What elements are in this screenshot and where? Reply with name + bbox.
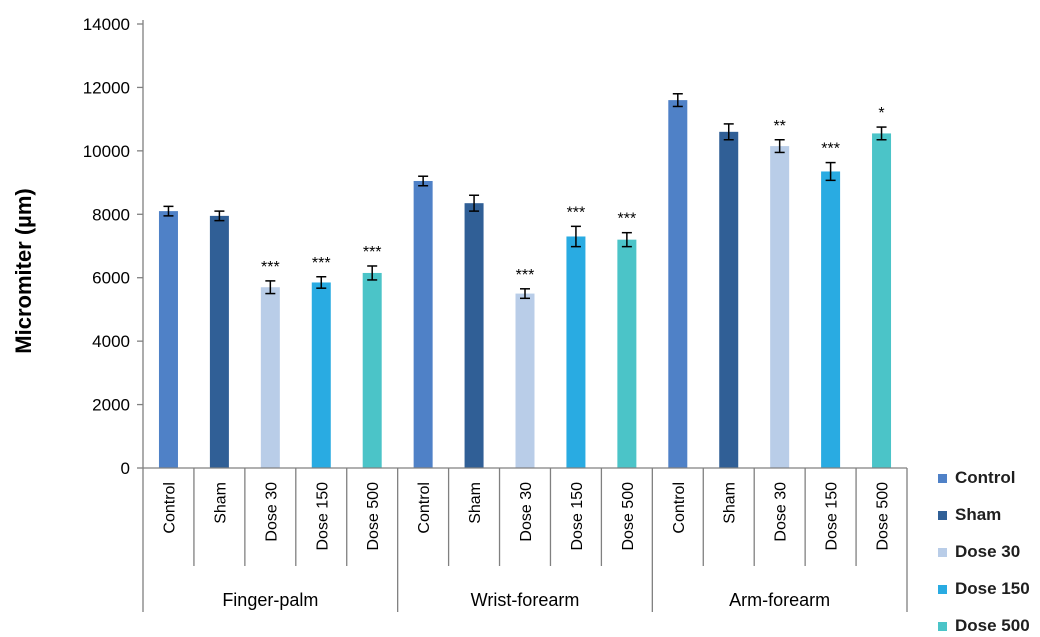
bar [158, 211, 178, 468]
legend-swatch [938, 622, 947, 631]
legend-label: Dose 30 [955, 542, 1020, 561]
legend-label: Dose 500 [955, 616, 1030, 632]
significance-label: *** [618, 211, 637, 228]
y-axis-title: Micromiter (µm) [11, 188, 36, 353]
x-category-label: Sham [722, 482, 739, 524]
x-category-label: Sham [212, 482, 229, 524]
bar [566, 236, 586, 468]
x-category-label: Dose 500 [620, 482, 637, 551]
significance-label: *** [312, 255, 331, 272]
legend-label: Sham [955, 505, 1001, 524]
x-category-label: Dose 150 [569, 482, 586, 551]
y-tick-label: 0 [121, 459, 130, 478]
legend-label: Dose 150 [955, 579, 1030, 598]
x-category-label: Dose 150 [824, 482, 841, 551]
bar [719, 131, 739, 469]
bar [260, 287, 280, 468]
bar [617, 239, 637, 468]
x-category-label: Control [161, 482, 178, 534]
x-category-label: Sham [467, 482, 484, 524]
y-tick-label: 4000 [92, 332, 130, 351]
bar [872, 133, 892, 468]
x-category-label: Dose 30 [773, 482, 790, 542]
legend-swatch [938, 511, 947, 520]
significance-label: ** [773, 118, 785, 135]
x-category-label: Dose 30 [518, 482, 535, 542]
significance-label: *** [567, 204, 586, 221]
x-category-label: Control [671, 482, 688, 534]
significance-label: * [878, 105, 884, 122]
bar [413, 180, 433, 468]
y-tick-label: 2000 [92, 396, 130, 415]
bar [362, 272, 382, 468]
y-tick-label: 10000 [83, 142, 130, 161]
x-group-label: Finger-palm [222, 590, 318, 610]
significance-label: *** [363, 244, 382, 261]
significance-label: *** [261, 259, 280, 276]
y-tick-label: 14000 [83, 15, 130, 34]
legend: Control Sham Dose 30 Dose 150 Dose 500 [938, 468, 1030, 635]
x-category-label: Dose 150 [314, 482, 331, 551]
bars: *** ************ ********* [158, 93, 892, 469]
bar [209, 215, 229, 468]
legend-swatch [938, 548, 947, 557]
bar [821, 171, 841, 468]
y-axis: 0 2000 4000 6000 8000 10000 12000 14000 [83, 15, 144, 478]
bar [515, 293, 535, 468]
x-category-label: Dose 500 [365, 482, 382, 551]
x-axis: Control Sham Dose 30 Dose 150 Dose 500 Contro… [142, 467, 908, 612]
y-tick-label: 8000 [92, 205, 130, 224]
legend-label: Control [955, 468, 1015, 487]
x-category-label: Control [416, 482, 433, 534]
x-category-label: Dose 30 [263, 482, 280, 542]
legend-swatch [938, 474, 947, 483]
bar [311, 282, 331, 468]
x-group-label: Wrist-forearm [471, 590, 580, 610]
y-tick-label: 6000 [92, 269, 130, 288]
significance-label: *** [821, 141, 840, 158]
x-group-label: Arm-forearm [729, 590, 830, 610]
significance-label: *** [516, 267, 535, 284]
legend-swatch [938, 585, 947, 594]
bar [668, 100, 688, 468]
bar [464, 203, 484, 468]
y-tick-label: 12000 [83, 78, 130, 97]
bar [770, 146, 790, 468]
x-category-label: Dose 500 [875, 482, 892, 551]
